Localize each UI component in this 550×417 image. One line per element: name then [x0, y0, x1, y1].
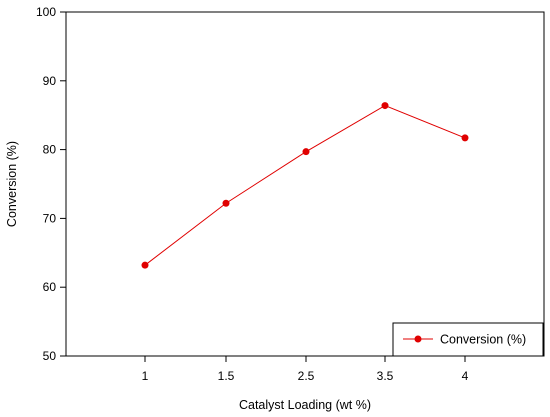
y-tick-label: 100: [36, 5, 56, 19]
x-axis-title: Catalyst Loading (wt %): [239, 398, 371, 412]
legend: Conversion (%): [392, 322, 544, 357]
x-tick-label: 1: [142, 369, 149, 383]
data-point: [141, 261, 149, 269]
data-point: [302, 148, 310, 156]
legend-marker: [414, 335, 422, 343]
y-tick-label: 60: [43, 280, 57, 294]
legend-label: Conversion (%): [440, 333, 526, 347]
x-tick-label: 2.5: [298, 369, 315, 383]
x-axis: 1 1.5 2.5 3.5 4: [142, 356, 469, 383]
y-axis: 50 60 70 80 90 100: [36, 5, 66, 363]
series-points: [141, 102, 469, 269]
plot-area: [65, 11, 545, 357]
y-axis-title: Conversion (%): [5, 141, 19, 227]
y-tick-label: 90: [43, 74, 57, 88]
x-tick-label: 1.5: [218, 369, 235, 383]
data-point: [222, 199, 230, 207]
x-tick-label: 4: [462, 369, 469, 383]
x-tick-label: 3.5: [377, 369, 394, 383]
y-tick-label: 50: [43, 349, 57, 363]
y-tick-label: 80: [43, 143, 57, 157]
y-tick-label: 70: [43, 211, 57, 225]
data-point: [461, 134, 469, 142]
data-point: [381, 102, 389, 110]
